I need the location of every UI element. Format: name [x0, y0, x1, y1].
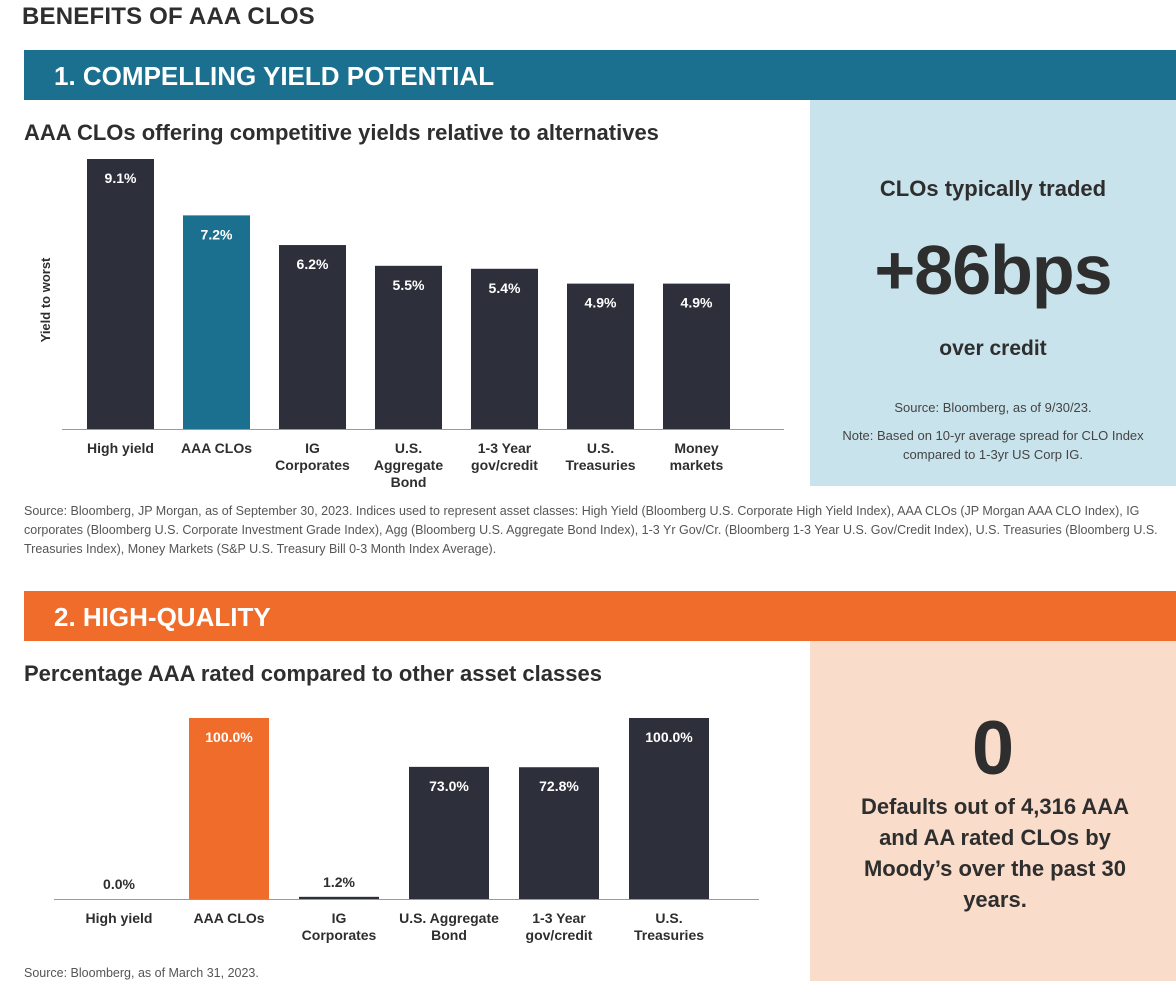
chart-1-data-label: 4.9%: [585, 295, 617, 311]
chart-1-data-label: 9.1%: [105, 170, 137, 186]
chart-2-category-label: U.S. Aggregate Bond: [399, 910, 499, 943]
section-2-source-note: Source: Bloomberg, as of March 31, 2023.: [24, 966, 259, 980]
chart-2-category-label: AAA CLOs: [193, 910, 264, 926]
callout-sub-text: over credit: [939, 337, 1047, 360]
chart-1-bar: [183, 215, 250, 429]
chart-1-y-axis-label: Yield to worst: [38, 257, 53, 342]
page-title: BENEFITS OF AAA CLOS: [22, 3, 315, 30]
spread-callout-panel: CLOs typically traded +86bps over credit…: [810, 100, 1176, 486]
chart-2-bar: [189, 718, 269, 899]
yield-bar-chart: Yield to worst 9.1% High yield 7.2% AAA CLOs…: [38, 159, 784, 490]
chart-2-bar: [299, 896, 379, 899]
chart-1-bar: [663, 283, 730, 429]
chart-1-category-label: High yield: [87, 440, 154, 456]
chart-1-category-label: U.S. Treasuries: [565, 440, 635, 473]
chart-1-bar: [471, 268, 538, 429]
chart-1-category-label: 1-3 Year gov/credit: [471, 440, 538, 473]
chart-1-category-label: IG Corporates: [275, 440, 350, 473]
chart-1-category-label: U.S. Aggregate Bond: [374, 440, 443, 490]
chart-2-bar: [519, 767, 599, 899]
chart-2-data-label: 0.0%: [103, 876, 135, 892]
chart-1-title: AAA CLOs offering competitive yields rel…: [24, 120, 659, 145]
chart-2-data-label: 1.2%: [323, 874, 355, 890]
callout-lead-text: CLOs typically traded: [879, 176, 1107, 201]
defaults-callout-panel: 0 Defaults out of 4,316 AAA and AA rated…: [810, 641, 1176, 981]
chart-2-category-label: U.S. Treasuries: [634, 910, 704, 943]
chart-1-data-label: 4.9%: [681, 295, 713, 311]
callout-note: Note: Based on 10-yr average spread for …: [842, 428, 1144, 462]
chart-1-bar: [279, 245, 346, 429]
chart-1-category-label: Money markets: [670, 440, 724, 473]
chart-2-data-label: 72.8%: [539, 778, 579, 794]
chart-2-category-label: 1-3 Year gov/credit: [526, 910, 593, 943]
defaults-description: Defaults out of 4,316 AAA and AA rated C…: [860, 794, 1130, 912]
chart-1-bar: [87, 159, 154, 429]
chart-1-bar: [567, 283, 634, 429]
chart-2-data-label: 100.0%: [205, 729, 253, 745]
chart-1-data-label: 6.2%: [297, 256, 329, 272]
section-2-banner: 2. HIGH-QUALITY: [24, 591, 1176, 641]
chart-2-bar: [629, 718, 709, 899]
aaa-rated-bar-chart: 0.0% High yield 100.0% AAA CLOs 1.2% IG Corpor…: [54, 718, 759, 943]
chart-2-category-label: IG Corporates: [302, 910, 377, 943]
chart-2-bar: [409, 766, 489, 899]
defaults-big-number: 0: [971, 706, 1015, 791]
callout-big-number: +86bps: [874, 231, 1112, 309]
chart-1-data-label: 7.2%: [201, 226, 233, 242]
chart-2-data-label: 73.0%: [429, 778, 469, 794]
chart-2-title: Percentage AAA rated compared to other a…: [24, 661, 602, 686]
chart-1-data-label: 5.4%: [489, 280, 521, 296]
chart-1-bar: [375, 265, 442, 429]
section-1-source-note: Source: Bloomberg, JP Morgan, as of Sept…: [24, 504, 1158, 556]
callout-source: Source: Bloomberg, as of 9/30/23.: [894, 400, 1092, 415]
chart-2-category-label: High yield: [86, 910, 153, 926]
section-1-banner: 1. COMPELLING YIELD POTENTIAL: [24, 50, 1176, 100]
chart-1-data-label: 5.5%: [393, 277, 425, 293]
chart-2-data-label: 100.0%: [645, 729, 693, 745]
chart-1-category-label: AAA CLOs: [181, 440, 252, 456]
